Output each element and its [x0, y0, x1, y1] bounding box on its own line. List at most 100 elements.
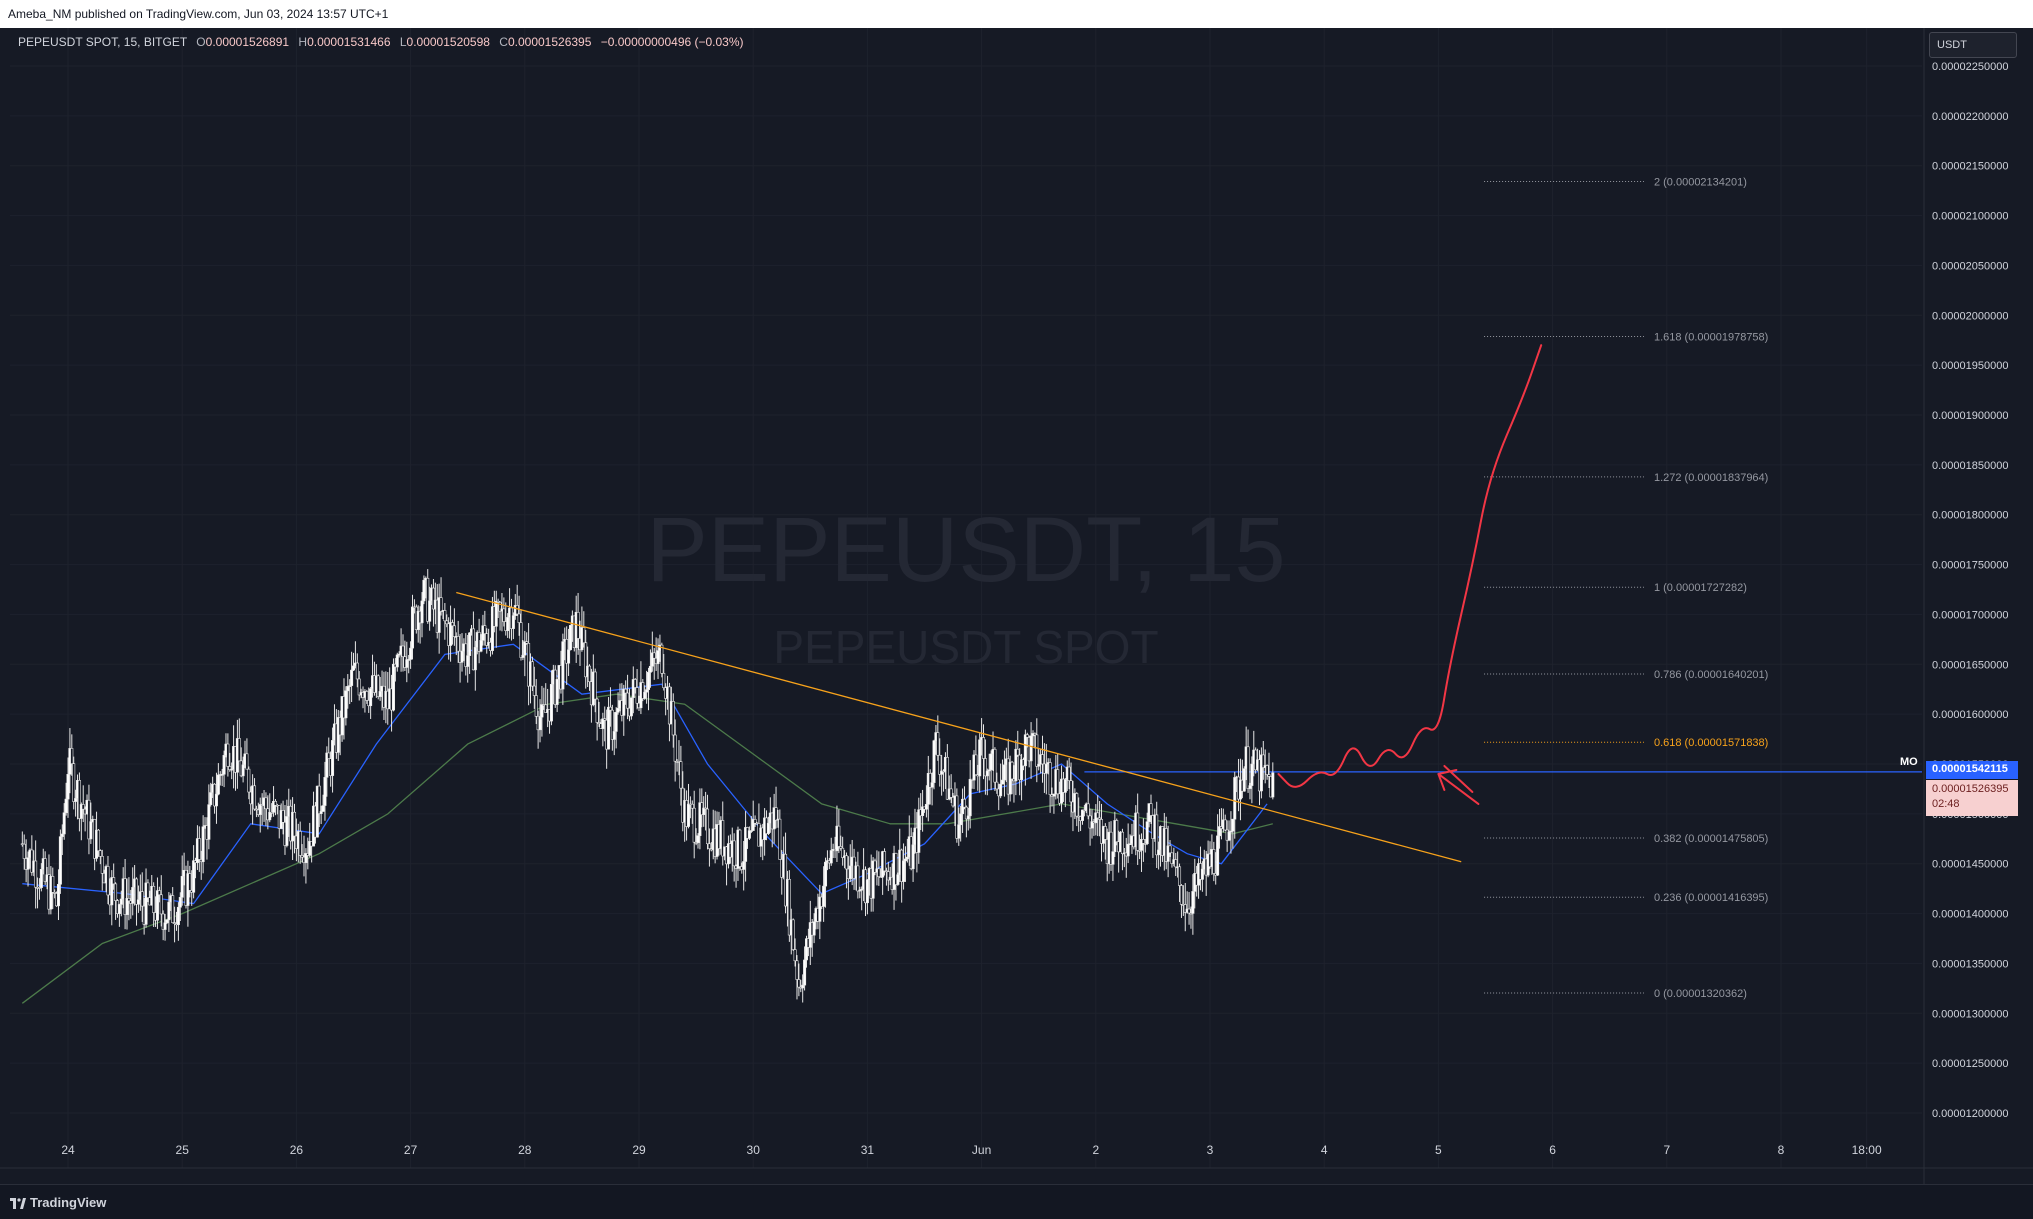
candle-body	[39, 868, 43, 888]
candle-body	[749, 830, 753, 832]
candle-body	[351, 665, 355, 671]
candle-body	[422, 579, 426, 602]
candle-body	[660, 644, 664, 674]
candle-body	[544, 704, 548, 713]
candle	[1052, 793, 1056, 814]
candle-body	[696, 835, 700, 843]
candle-body	[631, 679, 635, 698]
candle-body	[391, 663, 395, 711]
candle	[1138, 834, 1142, 860]
candle-body	[136, 899, 140, 905]
candle	[978, 733, 982, 793]
candle-body	[629, 697, 633, 717]
candle-body	[159, 894, 163, 915]
candle-body	[774, 807, 778, 821]
candle-body	[648, 665, 652, 673]
publish-info-text: Ameba_NM published on TradingView.com, J…	[8, 7, 389, 21]
candle	[319, 805, 323, 825]
candle-body	[567, 649, 571, 664]
candle	[660, 642, 664, 678]
candle-body	[841, 847, 845, 858]
candle	[171, 887, 175, 924]
price-tick-label: 0.00001450000	[1932, 859, 2008, 871]
candle	[327, 737, 331, 759]
price-tick-label: 0.00002000000	[1932, 310, 2008, 322]
time-tick-label: 25	[176, 1143, 190, 1157]
candle-body	[485, 633, 489, 646]
candle-body	[626, 692, 630, 709]
candle-body	[237, 738, 241, 762]
candle	[428, 586, 432, 631]
close-value: 0.00001526395	[507, 35, 592, 49]
candle-body	[1141, 839, 1145, 844]
candle	[837, 809, 841, 854]
bar-countdown: 02:48	[1932, 798, 1960, 810]
candle-body	[357, 678, 361, 696]
candle-body	[449, 622, 453, 646]
candle-body	[409, 647, 413, 660]
candle-body	[883, 851, 887, 872]
candle	[753, 815, 757, 827]
candle	[1157, 841, 1161, 870]
candle-body	[936, 732, 940, 756]
candle-body	[473, 647, 477, 671]
currency-selector[interactable]: USDT	[1929, 32, 2017, 58]
candle	[395, 652, 399, 672]
candle	[877, 851, 881, 886]
candle-body	[588, 665, 592, 682]
candle-body	[308, 841, 312, 856]
candle-body	[348, 685, 352, 687]
candle-body	[1267, 774, 1271, 777]
candle	[650, 631, 654, 672]
candle	[325, 746, 329, 797]
price-tick-label: 0.00001400000	[1932, 909, 2008, 921]
candle	[749, 816, 753, 834]
candle	[456, 620, 460, 663]
candle	[530, 656, 534, 692]
candle-body	[511, 615, 515, 629]
candle-body	[214, 793, 218, 807]
candle-body	[896, 874, 900, 885]
candle-body	[871, 860, 875, 899]
candle-body	[89, 821, 93, 840]
price-tick-label: 0.00002100000	[1932, 211, 2008, 223]
price-chart[interactable]: PEPEUSDT, 15 PEPEUSDT SPOT 2 (0.00002134…	[0, 28, 2033, 1184]
candle-body	[437, 597, 441, 633]
candle-body	[468, 632, 472, 656]
candle	[357, 671, 361, 701]
candle	[270, 803, 274, 818]
time-tick-label: 18:00	[1852, 1143, 1882, 1157]
candle	[549, 670, 553, 726]
candle	[323, 761, 327, 821]
candle-body	[443, 610, 447, 622]
candle-body	[656, 650, 660, 665]
candle-body	[645, 689, 649, 693]
candle-body	[51, 876, 55, 893]
line-marker-label: MO	[1900, 756, 1918, 768]
candle	[1139, 833, 1143, 872]
candle	[593, 668, 597, 713]
fib-level-label: 0.236 (0.00001416395)	[1654, 892, 1768, 904]
tradingview-brand[interactable]: TradingView	[10, 1195, 106, 1210]
candle-body	[369, 688, 373, 707]
candle	[824, 857, 828, 908]
candle-body	[317, 785, 321, 814]
candle-body	[797, 979, 801, 988]
candle-body	[1168, 845, 1172, 854]
candle-body	[538, 716, 542, 731]
candle-body	[502, 608, 506, 622]
chart-pane[interactable]: PEPEUSDT, 15 PEPEUSDT SPOT 2 (0.00002134…	[0, 28, 2033, 1184]
candle	[1164, 816, 1168, 870]
candle-body	[1002, 764, 1006, 781]
candle-body	[1155, 814, 1159, 856]
candle	[751, 800, 755, 831]
candle-body	[924, 804, 928, 810]
candle-body	[1248, 785, 1252, 789]
candle	[968, 760, 972, 829]
candle-body	[624, 688, 628, 694]
candle	[449, 605, 453, 662]
candle	[945, 744, 949, 800]
candle	[584, 630, 588, 689]
price-tick-label: 0.00001900000	[1932, 410, 2008, 422]
candle	[568, 624, 572, 651]
